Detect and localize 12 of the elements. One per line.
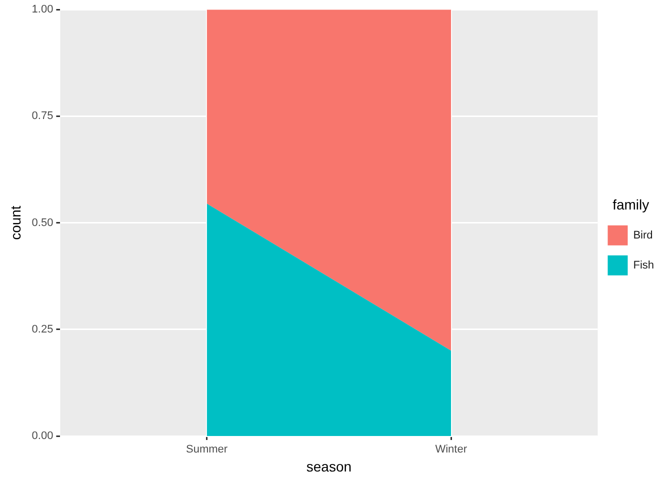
y-tick-label: 0.00: [32, 430, 54, 442]
legend-title: family: [612, 196, 650, 212]
x-tick-label: Summer: [186, 444, 228, 456]
legend-label: Bird: [633, 229, 653, 242]
legend-label: Fish: [633, 259, 654, 272]
x-tick-label: Winter: [435, 444, 468, 456]
x-axis-title: season: [306, 458, 352, 474]
y-tick-label: 0.75: [32, 110, 54, 122]
y-tick-label: 1.00: [32, 4, 54, 16]
y-tick-label: 0.25: [32, 323, 54, 336]
y-tick-label: 0.50: [32, 216, 54, 229]
y-axis-title: count: [7, 206, 24, 240]
